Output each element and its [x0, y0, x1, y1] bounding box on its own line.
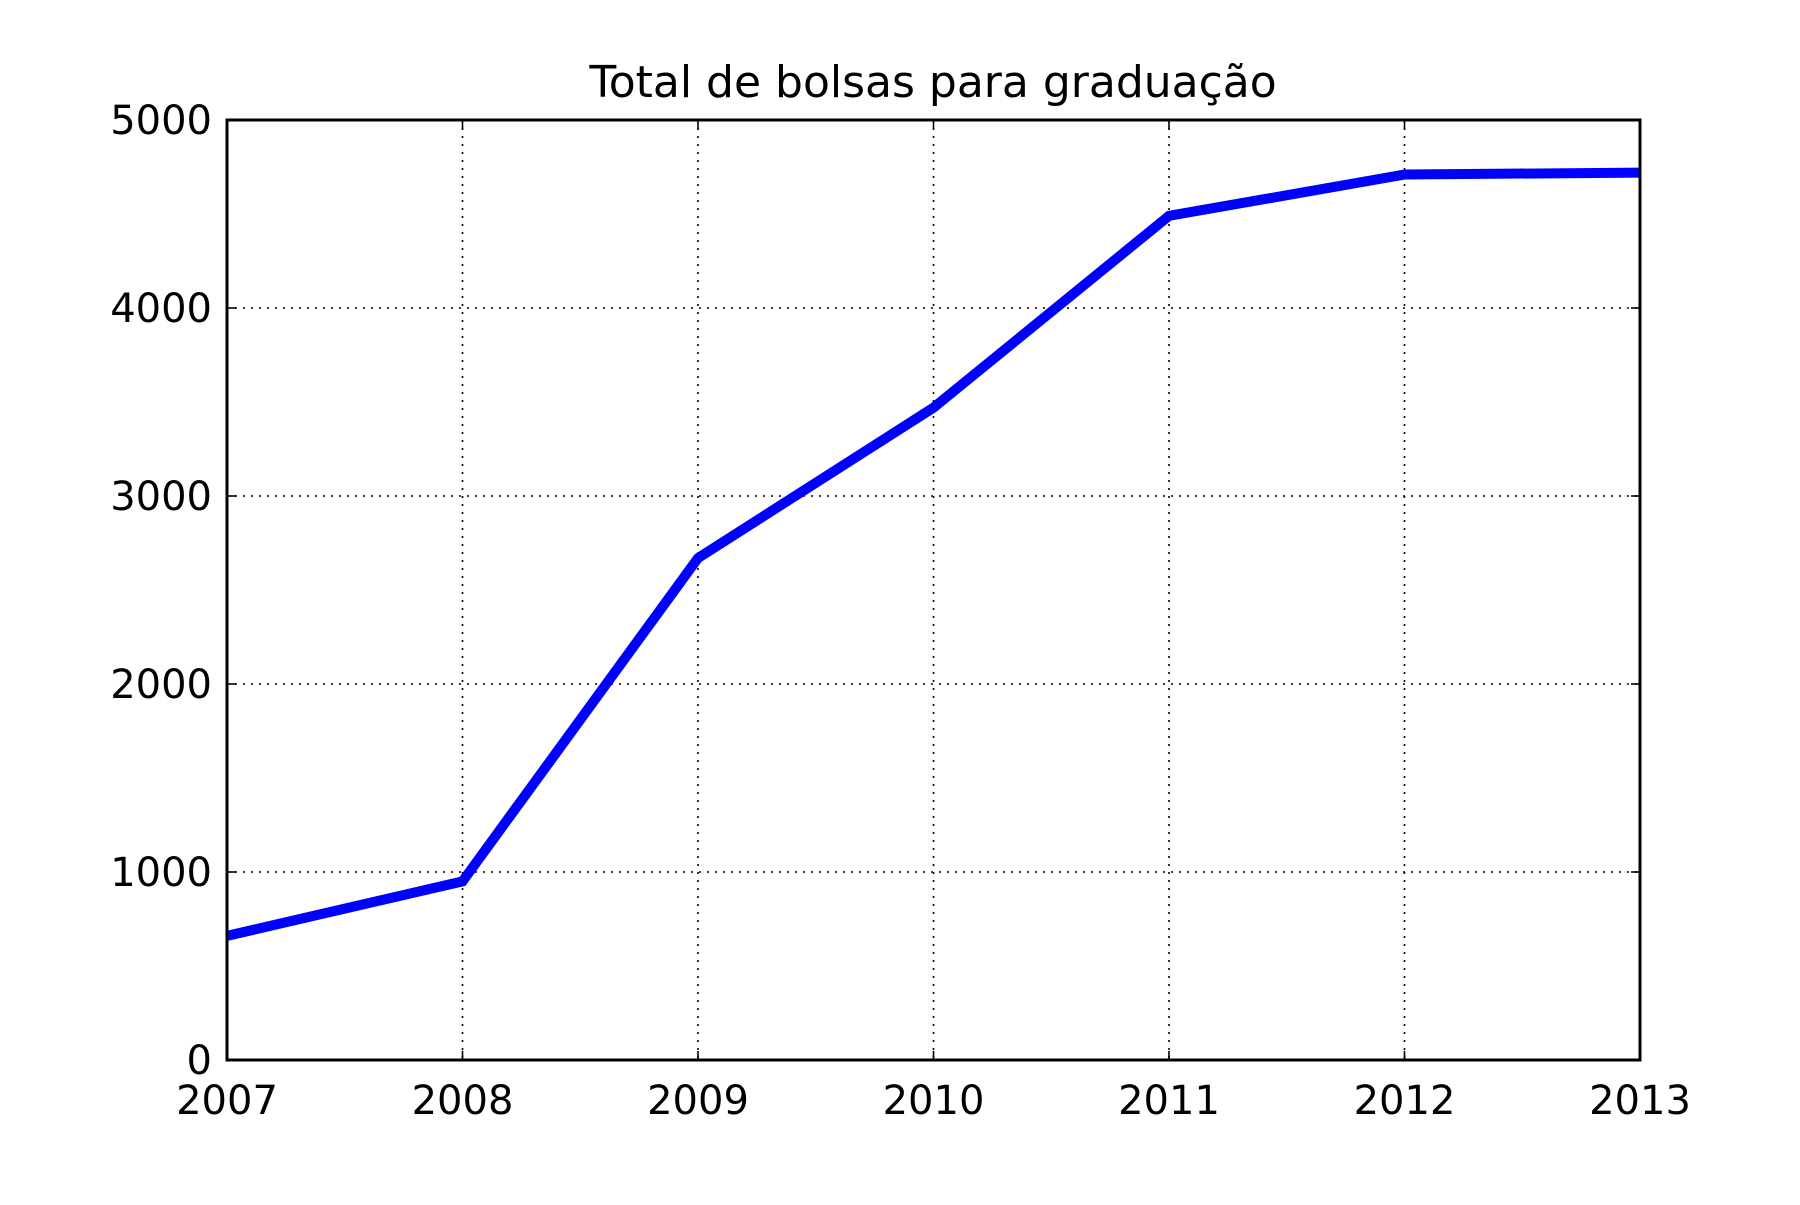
chart-title: Total de bolsas para graduação	[588, 57, 1276, 108]
y-tick-label: 2000	[110, 662, 212, 708]
x-axis-tick-labels: 2007 2008 2009 2010 2011 2012 2013	[176, 1078, 1691, 1124]
data-point	[697, 557, 699, 559]
x-tick-label: 2007	[176, 1078, 278, 1124]
y-tick-label: 3000	[110, 474, 212, 520]
x-tick-label: 2013	[1589, 1078, 1691, 1124]
x-tick-label: 2010	[883, 1078, 985, 1124]
y-tick-label: 1000	[110, 850, 212, 896]
data-point	[933, 407, 934, 409]
y-tick-label: 5000	[110, 98, 212, 144]
y-axis-tick-labels: 0 1000 2000 3000 4000 5000	[110, 98, 212, 1084]
x-tick-label: 2012	[1354, 1078, 1456, 1124]
y-tick-label: 0	[187, 1038, 212, 1084]
x-tick-label: 2008	[412, 1078, 514, 1124]
axis-ticks	[226, 119, 1641, 1061]
x-tick-label: 2011	[1118, 1078, 1220, 1124]
x-tick-label: 2009	[647, 1078, 749, 1124]
data-point	[1168, 215, 1170, 217]
y-tick-label: 4000	[110, 286, 212, 332]
data-point	[1404, 174, 1405, 176]
data-point	[462, 880, 463, 882]
